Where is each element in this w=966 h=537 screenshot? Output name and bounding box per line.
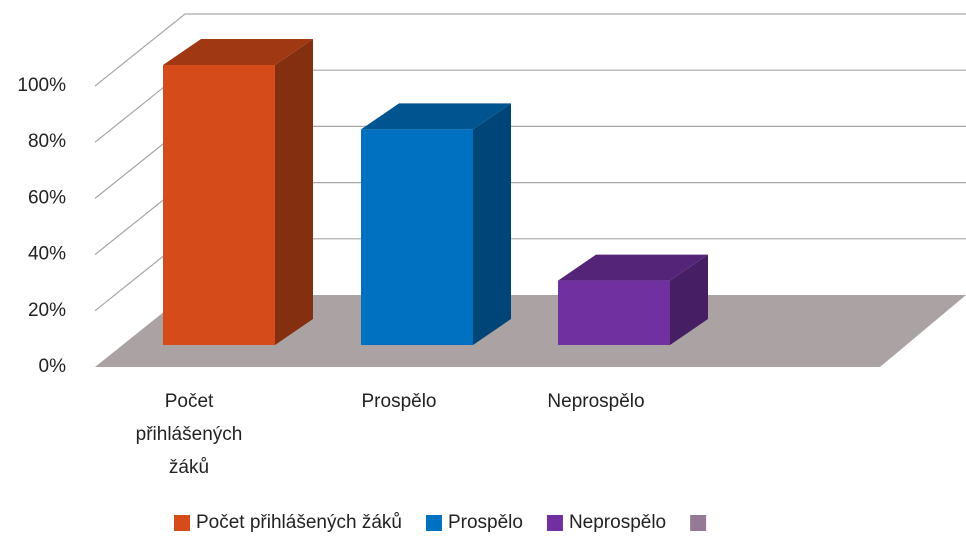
- bar-front: [558, 280, 670, 345]
- bar-front: [163, 65, 275, 345]
- x-tick-label: Prospělo: [362, 391, 437, 412]
- y-tick-label: 60%: [28, 187, 66, 208]
- bar-front: [361, 129, 473, 345]
- label-line: žáků: [169, 457, 209, 478]
- x-tick-label: Počet přihlášených žáků: [136, 391, 243, 478]
- legend-swatch: [425, 515, 442, 531]
- legend-label: Prospělo: [448, 512, 523, 533]
- y-tick-label: 80%: [28, 131, 66, 152]
- bar-top: [163, 39, 313, 65]
- bar-side: [275, 39, 313, 345]
- bar-top: [361, 103, 511, 130]
- bar-side: [670, 254, 708, 345]
- y-tick-label: 100%: [17, 75, 66, 96]
- y-tick-label: 40%: [28, 244, 66, 265]
- grid-line: [94, 13, 966, 87]
- legend-swatch: [546, 515, 563, 531]
- x-tick-label: Neprospělo: [547, 391, 644, 412]
- legend-swatch: [690, 515, 707, 531]
- bar-side: [473, 103, 511, 346]
- label-line: Počet: [165, 391, 214, 412]
- y-tick-label: 20%: [28, 300, 66, 321]
- y-tick-label: 0%: [39, 356, 67, 377]
- legend-swatch: [174, 515, 190, 531]
- label-line: přihlášených: [136, 424, 243, 445]
- bar-top: [558, 254, 708, 281]
- bar: [361, 103, 511, 346]
- legend-label: Počet přihlášených žáků: [196, 512, 402, 533]
- bar: [558, 254, 708, 345]
- legend-label: Neprospělo: [569, 512, 666, 533]
- bar: [163, 39, 313, 345]
